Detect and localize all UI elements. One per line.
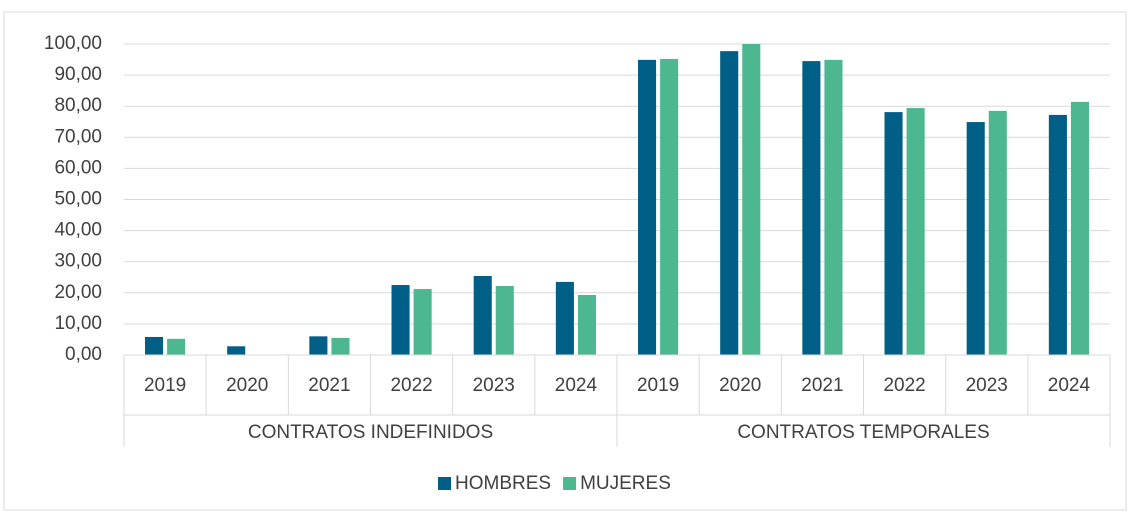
group-label: CONTRATOS INDEFINIDOS (248, 422, 493, 443)
chart-border (3, 11, 1127, 511)
y-tick-label: 100,00 (44, 33, 102, 54)
x-tick-label: 2024 (1048, 375, 1091, 396)
bar (660, 58, 679, 355)
x-tick-label: 2020 (226, 375, 268, 396)
bar (391, 285, 410, 355)
x-tick-label: 2023 (966, 375, 1008, 396)
x-tick-label: 2019 (144, 375, 186, 396)
bar (577, 294, 596, 355)
bar (473, 276, 492, 355)
y-tick-label: 20,00 (54, 282, 102, 303)
bar (720, 51, 739, 355)
y-tick-label: 60,00 (54, 157, 102, 178)
bar (824, 59, 843, 356)
group-label: CONTRATOS TEMPORALES (737, 422, 989, 443)
bar (638, 59, 657, 356)
y-tick-label: 80,00 (54, 95, 102, 116)
legend-label: MUJERES (580, 473, 671, 494)
y-tick-label: 70,00 (54, 126, 102, 147)
bar (884, 112, 903, 355)
legend-label: HOMBRES (455, 473, 551, 494)
x-tick-label: 2022 (390, 375, 432, 396)
bar (802, 61, 821, 355)
x-tick-label: 2022 (883, 375, 925, 396)
bar (1070, 101, 1089, 355)
bar (495, 285, 514, 355)
y-tick-label: 10,00 (54, 313, 102, 334)
bar (906, 108, 925, 355)
x-tick-label: 2021 (801, 375, 843, 396)
bar (413, 289, 432, 355)
x-tick-label: 2019 (637, 375, 679, 396)
x-tick-label: 2023 (473, 375, 515, 396)
bar (1048, 114, 1067, 356)
x-tick-label: 2024 (555, 375, 598, 396)
x-tick-label: 2021 (308, 375, 350, 396)
legend-swatch (438, 477, 451, 490)
bar (145, 336, 164, 355)
y-tick-label: 90,00 (54, 64, 102, 85)
y-tick-label: 50,00 (54, 189, 102, 210)
legend-swatch (563, 477, 577, 490)
y-tick-label: 30,00 (54, 251, 102, 272)
bar (988, 110, 1007, 356)
bar (966, 122, 985, 355)
bar (742, 44, 761, 355)
bar (167, 338, 186, 355)
bar (331, 337, 350, 355)
bar (555, 281, 574, 355)
bar (227, 346, 246, 355)
x-tick-label: 2020 (719, 375, 761, 396)
y-tick-label: 40,00 (54, 220, 102, 241)
y-tick-label: 0,00 (65, 344, 102, 365)
bar (309, 336, 328, 355)
